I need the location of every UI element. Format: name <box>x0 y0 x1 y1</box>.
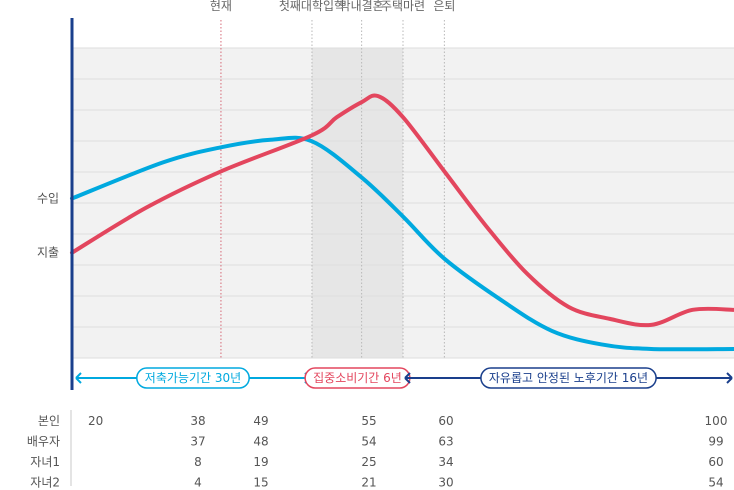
event-label-1: 현재 <box>210 0 232 13</box>
age-table-row-3-value-2: 8 <box>194 455 202 469</box>
period-1: 저축가능기간 30년 <box>75 367 311 389</box>
event-label-3: 막내결혼 <box>340 0 384 13</box>
series-1-line <box>70 135 734 352</box>
age-table-row-4-value-4: 21 <box>361 476 376 490</box>
age-table-row-2-label: 배우자 <box>27 435 60 449</box>
age-table-row-4-value-3: 15 <box>253 476 268 490</box>
period-2-label: 집중소비기간 6년 <box>313 371 402 385</box>
age-table-row-2-value-5: 63 <box>438 435 453 449</box>
period-3-right-arrow <box>726 372 733 384</box>
event-label-5: 은퇴 <box>433 0 455 13</box>
series-lines <box>70 93 734 352</box>
age-table-row-4-value-5: 30 <box>438 476 453 490</box>
period-3-left-arrow <box>404 372 411 384</box>
age-table-row-2-value-4: 54 <box>361 435 376 449</box>
age-table-row-4-label: 자녀2 <box>30 476 60 490</box>
period-3-label: 자유롭고 안정된 노후기간 16년 <box>489 371 648 385</box>
age-table-row-1-value-1: 20 <box>88 414 103 428</box>
event-label-4: 주택마련 <box>381 0 425 13</box>
age-table-row-3-label: 자녀1 <box>30 455 60 469</box>
age-table-row-1-value-3: 49 <box>253 414 268 428</box>
period-1-left-arrow <box>75 372 82 384</box>
age-table-row-1-value-4: 55 <box>361 414 376 428</box>
age-table: 본인 20 38 49 55 60 100 배우자 37 48 54 63 99 자녀1 8 19 25 34 60… <box>27 410 728 490</box>
period-1-label-bg <box>136 367 250 389</box>
age-table-row-3-value-5: 34 <box>438 455 453 469</box>
age-table-row-4-value-6: 54 <box>708 476 723 490</box>
y-label-1: 수입 <box>37 191 59 205</box>
age-table-row-2-value-3: 48 <box>253 435 268 449</box>
period-bars: 저축가능기간 30년 집중소비기간 6년 자유롭고 안정된 노후기간 16년 <box>75 367 733 389</box>
y-label-2: 지출 <box>37 246 59 260</box>
age-table-row-2-value-2: 37 <box>190 435 205 449</box>
period-1-label: 저축가능기간 30년 <box>145 371 241 385</box>
age-table-row-3-value-6: 60 <box>708 455 723 469</box>
age-table-row-3-value-3: 19 <box>253 455 268 469</box>
age-table-row-1-value-2: 38 <box>190 414 205 428</box>
age-table-row-2-value-6: 99 <box>708 435 723 449</box>
period-2: 집중소비기간 6년 <box>304 367 411 389</box>
age-table-row-1-value-5: 60 <box>438 414 453 428</box>
age-table-row-1-value-6: 100 <box>705 414 728 428</box>
age-table-row-1-label: 본인 <box>38 414 60 428</box>
period-3-label-bg <box>480 367 657 389</box>
event-label-2: 첫째대학입학 <box>279 0 345 13</box>
age-table-row-4-value-2: 4 <box>194 476 202 490</box>
age-table-row-3-value-4: 25 <box>361 455 376 469</box>
series-2-line <box>70 93 734 328</box>
period-3: 자유롭고 안정된 노후기간 16년 <box>404 367 733 389</box>
